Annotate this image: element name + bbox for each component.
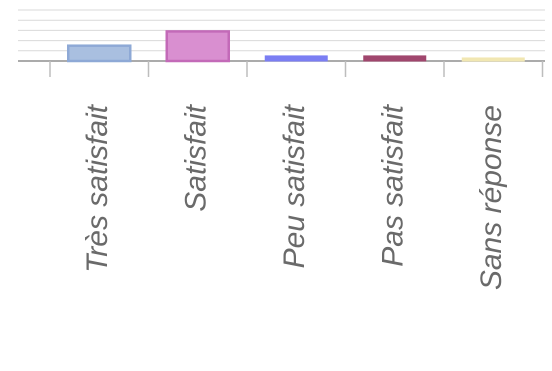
bar-tres-satisfait <box>67 44 132 63</box>
x-tick-label: Peu satisfait <box>278 103 311 268</box>
bar-sans-reponse <box>461 57 525 62</box>
x-tick-label: Très satisfait <box>81 103 114 272</box>
x-tick-label: Sans réponse <box>475 105 508 290</box>
x-tick-label: Satisfait <box>180 103 213 211</box>
bar-pas-satisfait <box>363 55 427 62</box>
bar-satisfait <box>165 30 230 63</box>
x-tick-label: Pas satisfait <box>377 103 410 266</box>
bar-peu-satisfait <box>264 55 328 62</box>
